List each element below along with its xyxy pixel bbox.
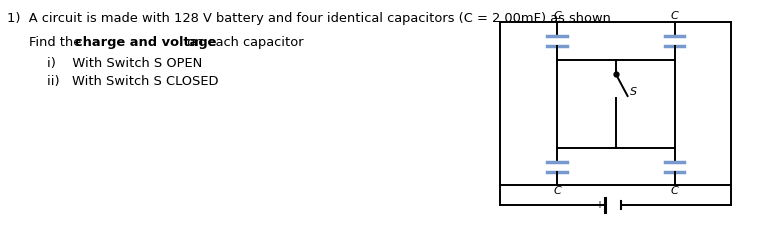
Text: C: C [671, 11, 679, 21]
Text: i)    With Switch S OPEN: i) With Switch S OPEN [47, 57, 202, 70]
Text: charge and voltage: charge and voltage [74, 36, 216, 49]
Text: Find the: Find the [29, 36, 86, 49]
Text: C: C [553, 11, 561, 21]
Text: C: C [671, 186, 679, 196]
Text: +: + [595, 200, 603, 210]
Text: 1)  A circuit is made with 128 V battery and four identical capacitors (C = 2.00: 1) A circuit is made with 128 V battery … [7, 12, 611, 25]
Text: C: C [553, 186, 561, 196]
Text: on each capacitor: on each capacitor [183, 36, 304, 49]
Text: S: S [630, 87, 637, 97]
Text: ii)   With Switch S CLOSED: ii) With Switch S CLOSED [47, 75, 219, 88]
